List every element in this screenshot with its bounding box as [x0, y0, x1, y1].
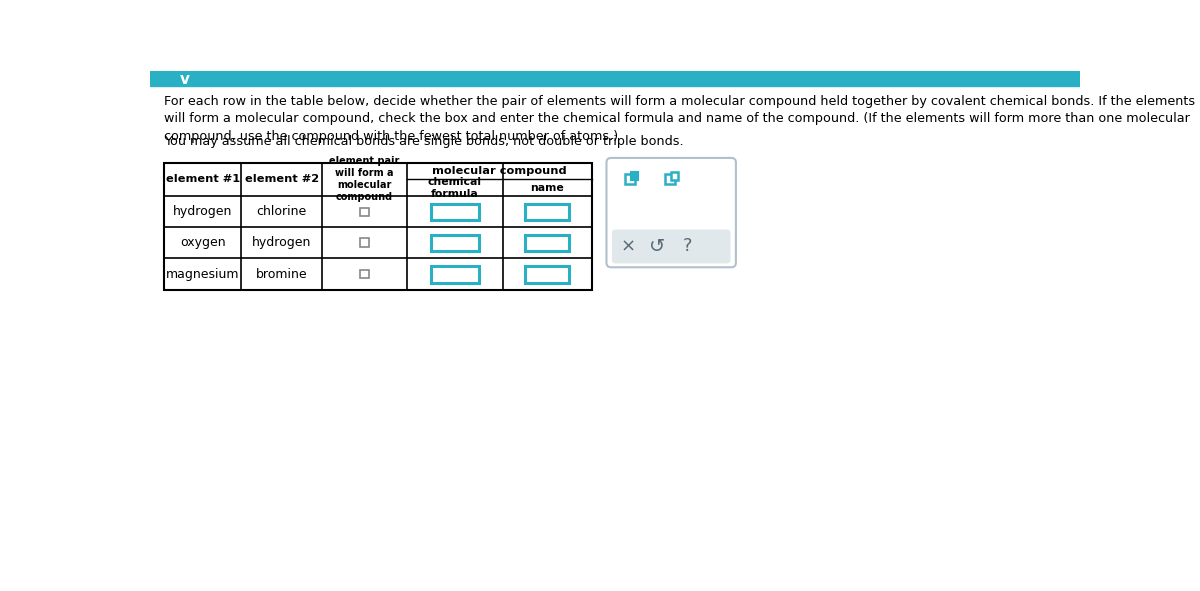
Bar [524, 204, 570, 220]
Text: For each row in the table below, decide whether the pair of elements will form a: For each row in the table below, decide … [164, 95, 1195, 143]
Text: You may assume all chemical bonds are single bonds, not double or triple bonds.: You may assume all chemical bonds are si… [164, 135, 684, 148]
Text: ↺: ↺ [649, 237, 666, 256]
Text: molecular compound: molecular compound [432, 166, 566, 176]
Text: hydrogen: hydrogen [173, 205, 233, 218]
Bar [631, 172, 638, 180]
Bar [164, 163, 592, 290]
Text: name: name [530, 183, 564, 193]
Bar [360, 207, 368, 216]
Text: element #1: element #1 [166, 174, 240, 184]
Bar [524, 235, 570, 251]
Text: element #2: element #2 [245, 174, 319, 184]
Text: ?: ? [683, 238, 692, 255]
Text: chemical
formula: chemical formula [428, 177, 482, 199]
Text: bromine: bromine [256, 268, 307, 281]
Bar [431, 235, 479, 251]
Bar [524, 266, 570, 282]
Bar [360, 270, 368, 278]
Bar [150, 71, 1080, 86]
Text: chlorine: chlorine [257, 205, 307, 218]
Text: hydrogen: hydrogen [252, 236, 312, 249]
FancyBboxPatch shape [606, 158, 736, 267]
Bar [665, 174, 676, 184]
Text: element pair
will form a
molecular
compound: element pair will form a molecular compo… [330, 157, 400, 203]
Bar [431, 204, 479, 220]
Bar [431, 266, 479, 282]
Bar [360, 238, 368, 247]
Bar [625, 174, 635, 184]
Text: ×: × [620, 238, 636, 255]
Text: magnesium: magnesium [166, 268, 240, 281]
FancyBboxPatch shape [612, 229, 731, 264]
Text: v: v [180, 72, 190, 86]
Bar [671, 172, 678, 180]
Text: oxygen: oxygen [180, 236, 226, 249]
